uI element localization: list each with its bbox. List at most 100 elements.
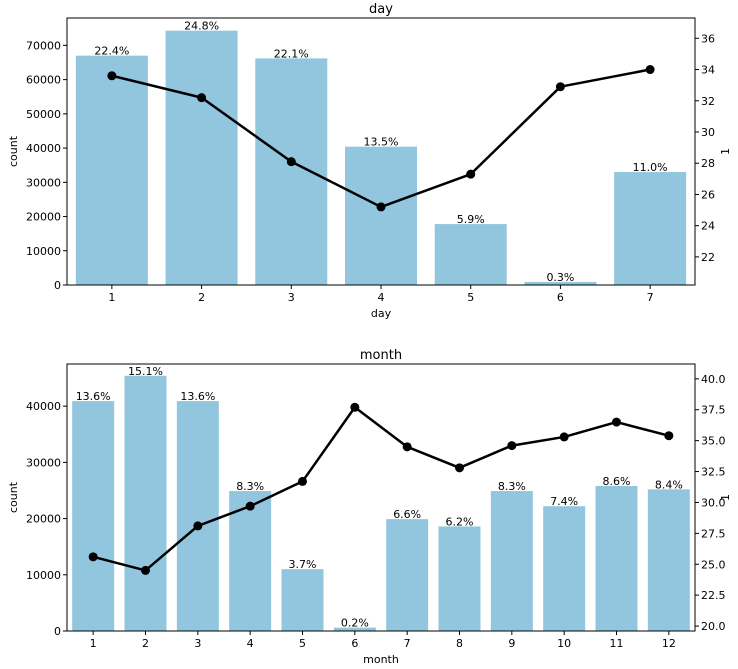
chart1-line-point-3	[286, 157, 296, 167]
chart1-title: day	[369, 2, 393, 17]
chart2-y2tick-label-6: 35.0	[701, 435, 726, 448]
chart1-bar-label-4: 13.5%	[364, 136, 399, 149]
chart1-ytick-label-50000: 50000	[26, 108, 61, 121]
chart2-bar-2	[124, 375, 167, 631]
chart1-line-point-6	[555, 82, 565, 92]
chart2-bar-5	[281, 569, 324, 631]
chart2-bar-3	[176, 401, 219, 631]
chart2-xtick-label-7: 7	[404, 637, 411, 650]
chart2-line-point-4	[245, 501, 255, 511]
chart1-bar-label-6: 0.3%	[546, 271, 574, 284]
chart2-line-series	[92, 406, 670, 572]
chart2-xtick-label-8: 8	[456, 637, 463, 650]
chart2-bar-label-6: 0.2%	[341, 617, 369, 630]
chart2-line-point-10	[559, 432, 569, 442]
chart2-ytick-label-0: 0	[54, 625, 61, 638]
chart1-xtick-label-2: 2	[198, 291, 205, 304]
chart1-xtick-label-1: 1	[108, 291, 115, 304]
chart2-y2tick-label-2: 25.0	[701, 558, 726, 571]
chart1-ytick-label-30000: 30000	[26, 176, 61, 189]
chart2-bar-12	[647, 489, 690, 631]
chart2-bar-11	[595, 485, 638, 631]
chart1-xtick-label-6: 6	[557, 291, 564, 304]
chart2-y2tick-label-1: 22.5	[701, 589, 726, 602]
chart1-bar-label-3: 22.1%	[274, 47, 309, 60]
chart2-bar-label-5: 3.7%	[289, 558, 317, 571]
chart2-y2tick-label-5: 32.5	[701, 466, 726, 479]
chart1-bar-6	[524, 281, 597, 285]
chart1-y2tick-label-1: 24	[701, 220, 715, 233]
chart2-y2tick-label-7: 37.5	[701, 404, 726, 417]
chart2-xtick-label-2: 2	[142, 637, 149, 650]
chart1-ytick-label-70000: 70000	[26, 39, 61, 52]
chart2-bar-8	[438, 526, 481, 631]
chart1-ylabel: count	[7, 135, 20, 167]
chart2-bar-label-1: 13.6%	[76, 390, 111, 403]
chart2-xtick-label-12: 12	[662, 637, 676, 650]
chart1-bar-label-5: 5.9%	[457, 213, 485, 226]
chart1-line-point-7	[645, 65, 655, 75]
chart2-bar-label-7: 6.6%	[393, 508, 421, 521]
chart1-y2tick-label-6: 34	[701, 64, 715, 77]
chart1-ytick-label-10000: 10000	[26, 245, 61, 258]
chart2-line-point-7	[402, 442, 412, 452]
chart2-xtick-label-5: 5	[299, 637, 306, 650]
chart2-ytick-label-40000: 40000	[26, 400, 61, 413]
chart1-xtick-label-4: 4	[378, 291, 385, 304]
chart2-bar-label-9: 8.3%	[498, 480, 526, 493]
chart2-bar-label-2: 15.1%	[128, 365, 163, 378]
chart2-xtick-label-3: 3	[194, 637, 201, 650]
chart1-y2tick-label-5: 32	[701, 95, 715, 108]
chart1-xtick-label-7: 7	[647, 291, 654, 304]
chart2-line-point-8	[455, 463, 464, 473]
chart2-bar-7	[386, 519, 429, 631]
chart2-line-point-5	[298, 476, 307, 486]
chart2-axes-frame	[66, 363, 696, 632]
chart1-y2tick-label-3: 28	[701, 157, 715, 170]
chart1-ytick-label-40000: 40000	[26, 142, 61, 155]
chart1-bar-3	[255, 58, 328, 286]
chart2-line-point-1	[88, 552, 98, 562]
chart1-y2tick-label-4: 30	[701, 126, 715, 139]
chart2-bar-label-3: 13.6%	[180, 390, 215, 403]
chart2-bar-1	[72, 401, 115, 631]
chart1-ytick-label-60000: 60000	[26, 74, 61, 87]
chart1-bar-label-1: 22.4%	[94, 45, 129, 58]
chart2-bar-label-10: 7.4%	[550, 495, 578, 508]
chart2-line-point-2	[141, 565, 150, 575]
chart2-bar-label-8: 6.2%	[446, 515, 474, 528]
chart1-bar-1	[75, 55, 148, 286]
chart2-bar-label-12: 8.4%	[655, 478, 683, 491]
chart2-y2label: 1	[719, 494, 732, 501]
chart2-xtick-label-4: 4	[247, 637, 254, 650]
chart1-xtick-label-5: 5	[467, 291, 474, 304]
chart2-line-point-6	[350, 402, 360, 412]
chart2-bar-4	[229, 491, 272, 631]
chart2-xtick-label-6: 6	[351, 637, 358, 650]
chart1-line-point-5	[466, 169, 476, 179]
chart2-y2tick-label-0: 20.0	[701, 620, 726, 633]
chart1-bar-label-2: 24.8%	[184, 20, 219, 33]
chart1-line-point-2	[197, 93, 207, 103]
chart1-bar-5	[434, 224, 507, 285]
chart2-bar-label-4: 8.3%	[236, 480, 264, 493]
chart2-line-point-3	[193, 521, 203, 531]
chart2-bar-9	[490, 491, 533, 631]
chart2-xtick-label-1: 1	[90, 637, 97, 650]
chart2-ylabel: count	[7, 481, 20, 513]
chart2-bar-6	[333, 627, 376, 631]
chart2-y2tick-label-8: 40.0	[701, 373, 726, 386]
chart1-bar-7	[614, 172, 687, 285]
chart2-bar-label-11: 8.6%	[603, 475, 631, 488]
chart2-xtick-label-11: 11	[610, 637, 624, 650]
chart2-line-point-12	[664, 431, 674, 441]
chart2-xtick-label-9: 9	[508, 637, 515, 650]
chart1-y2label: 1	[719, 148, 732, 155]
chart1-y2tick-label-7: 36	[701, 32, 715, 45]
chart1-y2tick-label-2: 26	[701, 188, 715, 201]
chart1-ytick-label-0: 0	[54, 279, 61, 292]
chart1-xlabel: day	[371, 307, 392, 320]
chart1-bar-4	[345, 146, 417, 285]
chart1-line-point-4	[376, 202, 386, 212]
